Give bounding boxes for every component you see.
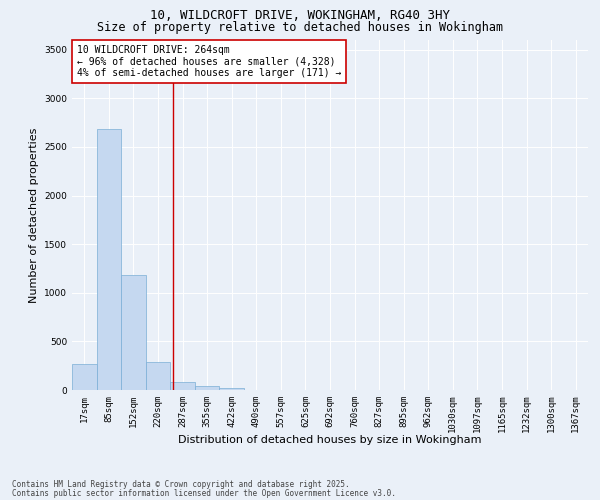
Text: 10, WILDCROFT DRIVE, WOKINGHAM, RG40 3HY: 10, WILDCROFT DRIVE, WOKINGHAM, RG40 3HY	[150, 9, 450, 22]
Bar	[170, 382, 195, 390]
Bar	[97, 130, 121, 390]
Text: Contains public sector information licensed under the Open Government Licence v3: Contains public sector information licen…	[12, 488, 396, 498]
Bar	[146, 362, 170, 390]
Text: Size of property relative to detached houses in Wokingham: Size of property relative to detached ho…	[97, 21, 503, 34]
Text: Contains HM Land Registry data © Crown copyright and database right 2025.: Contains HM Land Registry data © Crown c…	[12, 480, 350, 489]
X-axis label: Distribution of detached houses by size in Wokingham: Distribution of detached houses by size …	[178, 436, 482, 446]
Text: 10 WILDCROFT DRIVE: 264sqm
← 96% of detached houses are smaller (4,328)
4% of se: 10 WILDCROFT DRIVE: 264sqm ← 96% of deta…	[77, 46, 341, 78]
Y-axis label: Number of detached properties: Number of detached properties	[29, 128, 38, 302]
Bar	[72, 364, 97, 390]
Bar	[121, 276, 146, 390]
Bar	[220, 388, 244, 390]
Bar	[195, 386, 220, 390]
